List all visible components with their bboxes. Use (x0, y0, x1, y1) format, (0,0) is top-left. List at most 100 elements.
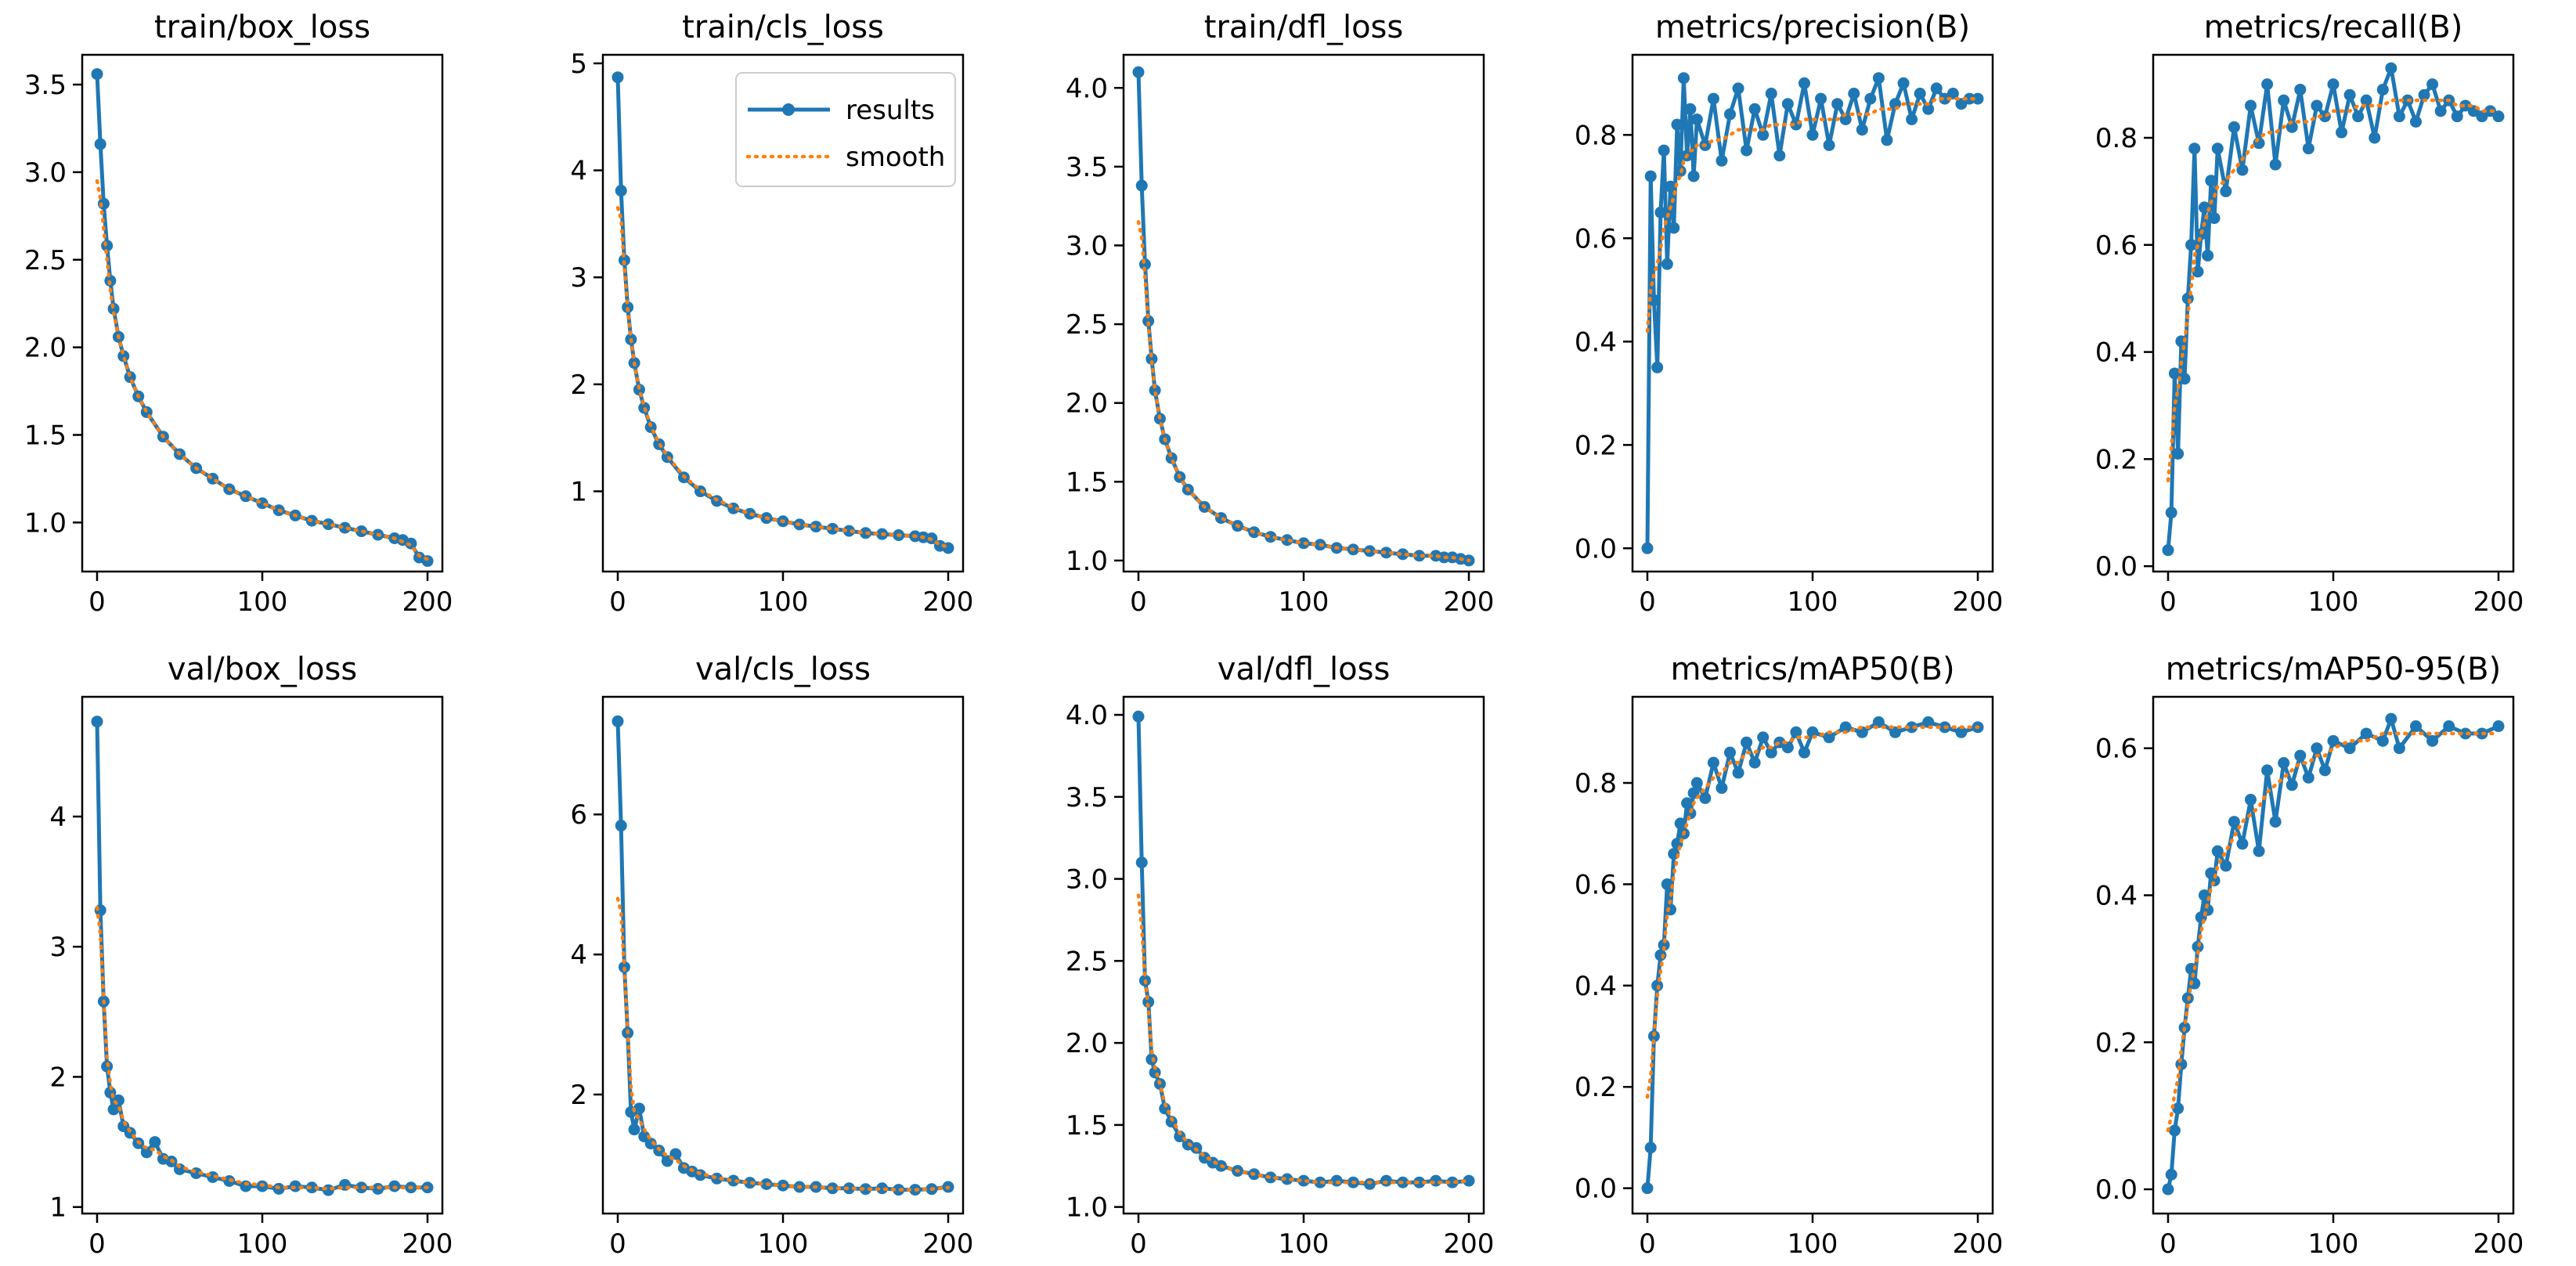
results-point (1681, 797, 1694, 810)
results-point (2172, 1102, 2185, 1115)
results-point (1765, 746, 1777, 759)
x-tick-label: 0 (88, 1228, 106, 1260)
x-tick-label: 0 (1130, 1228, 1147, 1260)
results-point (1658, 939, 1670, 951)
results-point (2418, 88, 2430, 101)
results-point (2393, 110, 2405, 123)
results-point (2294, 749, 2307, 762)
results-point (1930, 82, 1943, 95)
panel-3: train/dfl_loss 0 100 200 1.0 1.5 2.0 2.5 3.0 3.5 4… (1066, 9, 1495, 618)
axes-frame (81, 695, 444, 1215)
results-point (1963, 92, 1975, 105)
y-tick-label: 0.2 (1575, 1072, 1617, 1103)
results-point (339, 521, 352, 534)
results-point (1684, 807, 1697, 820)
x-tick-label: 100 (1788, 586, 1838, 618)
results-point (2162, 544, 2174, 557)
results-point (1330, 1174, 1343, 1187)
panel-5: metrics/recall(B) 0 100 200 0.0 0.2 0.4 0.6 0.8 (2095, 9, 2524, 618)
results-point (1651, 361, 1664, 373)
results-point (1716, 781, 1728, 794)
results-point (2376, 83, 2389, 96)
results-point (842, 525, 855, 537)
y-tick-label: 0.8 (2095, 123, 2138, 154)
results-point (2278, 94, 2290, 106)
y-tick-label: 1 (49, 1192, 67, 1224)
results-point (117, 350, 130, 362)
results-point (1265, 531, 1277, 543)
y-tick-label: 0.6 (2095, 230, 2138, 261)
results-point (1665, 180, 1677, 193)
results-point (2302, 771, 2314, 784)
smooth-series-line (2166, 98, 2501, 482)
results-point (2360, 727, 2372, 740)
results-point (91, 68, 103, 81)
results-point (1135, 857, 1148, 869)
results-point (612, 71, 624, 84)
results-point (1707, 756, 1719, 769)
results-point (1397, 548, 1409, 561)
x-tick-label: 0 (1639, 1228, 1656, 1260)
results-point (1922, 103, 1935, 115)
y-tick-label: 0.2 (2095, 1027, 2138, 1059)
panel-1: train/box_loss 0 100 200 1.0 1.5 2.0 2.5 3.0 3.5 (24, 9, 453, 618)
results-point (2208, 212, 2221, 225)
results-point (1806, 128, 1819, 141)
x-tick-label: 200 (1444, 586, 1495, 618)
x-tick-label: 0 (1130, 586, 1147, 618)
legend-smooth-label: smooth (846, 142, 945, 173)
results-point (1641, 542, 1654, 554)
results-point (2343, 742, 2356, 755)
y-tick-label: 2.0 (24, 333, 67, 364)
results-point (2236, 164, 2249, 176)
y-tick-label: 0.4 (2095, 880, 2138, 911)
results-point (1644, 1142, 1657, 1154)
results-point (633, 384, 645, 396)
results-point (1132, 66, 1145, 78)
results-point (1823, 139, 1835, 151)
results-point (1665, 904, 1677, 916)
results-point (1946, 88, 1959, 99)
y-tick-label: 4.0 (1066, 700, 1108, 731)
results-point (1671, 118, 1683, 131)
axes-frame (1122, 53, 1485, 573)
results-point (2211, 845, 2224, 857)
y-tick-label: 2 (570, 1080, 587, 1111)
results-point (1142, 996, 1155, 1008)
results-point (2236, 838, 2249, 850)
results-point (2172, 448, 2185, 460)
results-point (2278, 756, 2290, 769)
results-point (842, 1182, 855, 1195)
results-point (1690, 777, 1703, 789)
results-point (1881, 134, 1893, 146)
results-point (107, 302, 120, 315)
x-tick-label: 100 (1788, 1228, 1838, 1260)
x-tick-label: 100 (758, 586, 809, 618)
results-point (893, 1184, 905, 1196)
results-point (628, 1124, 640, 1136)
y-tick-label: 3.5 (1066, 152, 1108, 183)
results-point (1732, 82, 1744, 95)
results-point (1798, 77, 1810, 89)
y-tick-label: 4 (570, 940, 587, 971)
y-tick-label: 0.6 (1575, 869, 1617, 900)
results-point (1872, 72, 1885, 85)
x-tick-label: 100 (758, 1228, 809, 1260)
y-tick-label: 0.6 (1575, 223, 1617, 254)
x-tick-label: 200 (1953, 1228, 2004, 1260)
results-point (2244, 99, 2257, 112)
results-point (1654, 206, 1667, 218)
y-tick-label: 1 (570, 477, 587, 508)
y-tick-label: 0.2 (2095, 444, 2138, 475)
results-point (1823, 731, 1835, 744)
results-point (2352, 110, 2365, 123)
results-point (140, 1146, 153, 1159)
results-point (615, 820, 627, 832)
y-tick-label: 2.5 (1066, 946, 1108, 977)
y-tick-label: 4 (570, 156, 587, 187)
results-point (2168, 367, 2181, 380)
axes-frame (2152, 695, 2515, 1215)
smooth-series-line (1645, 96, 1980, 334)
results-point (612, 715, 624, 727)
axes-frame (1122, 695, 1485, 1215)
